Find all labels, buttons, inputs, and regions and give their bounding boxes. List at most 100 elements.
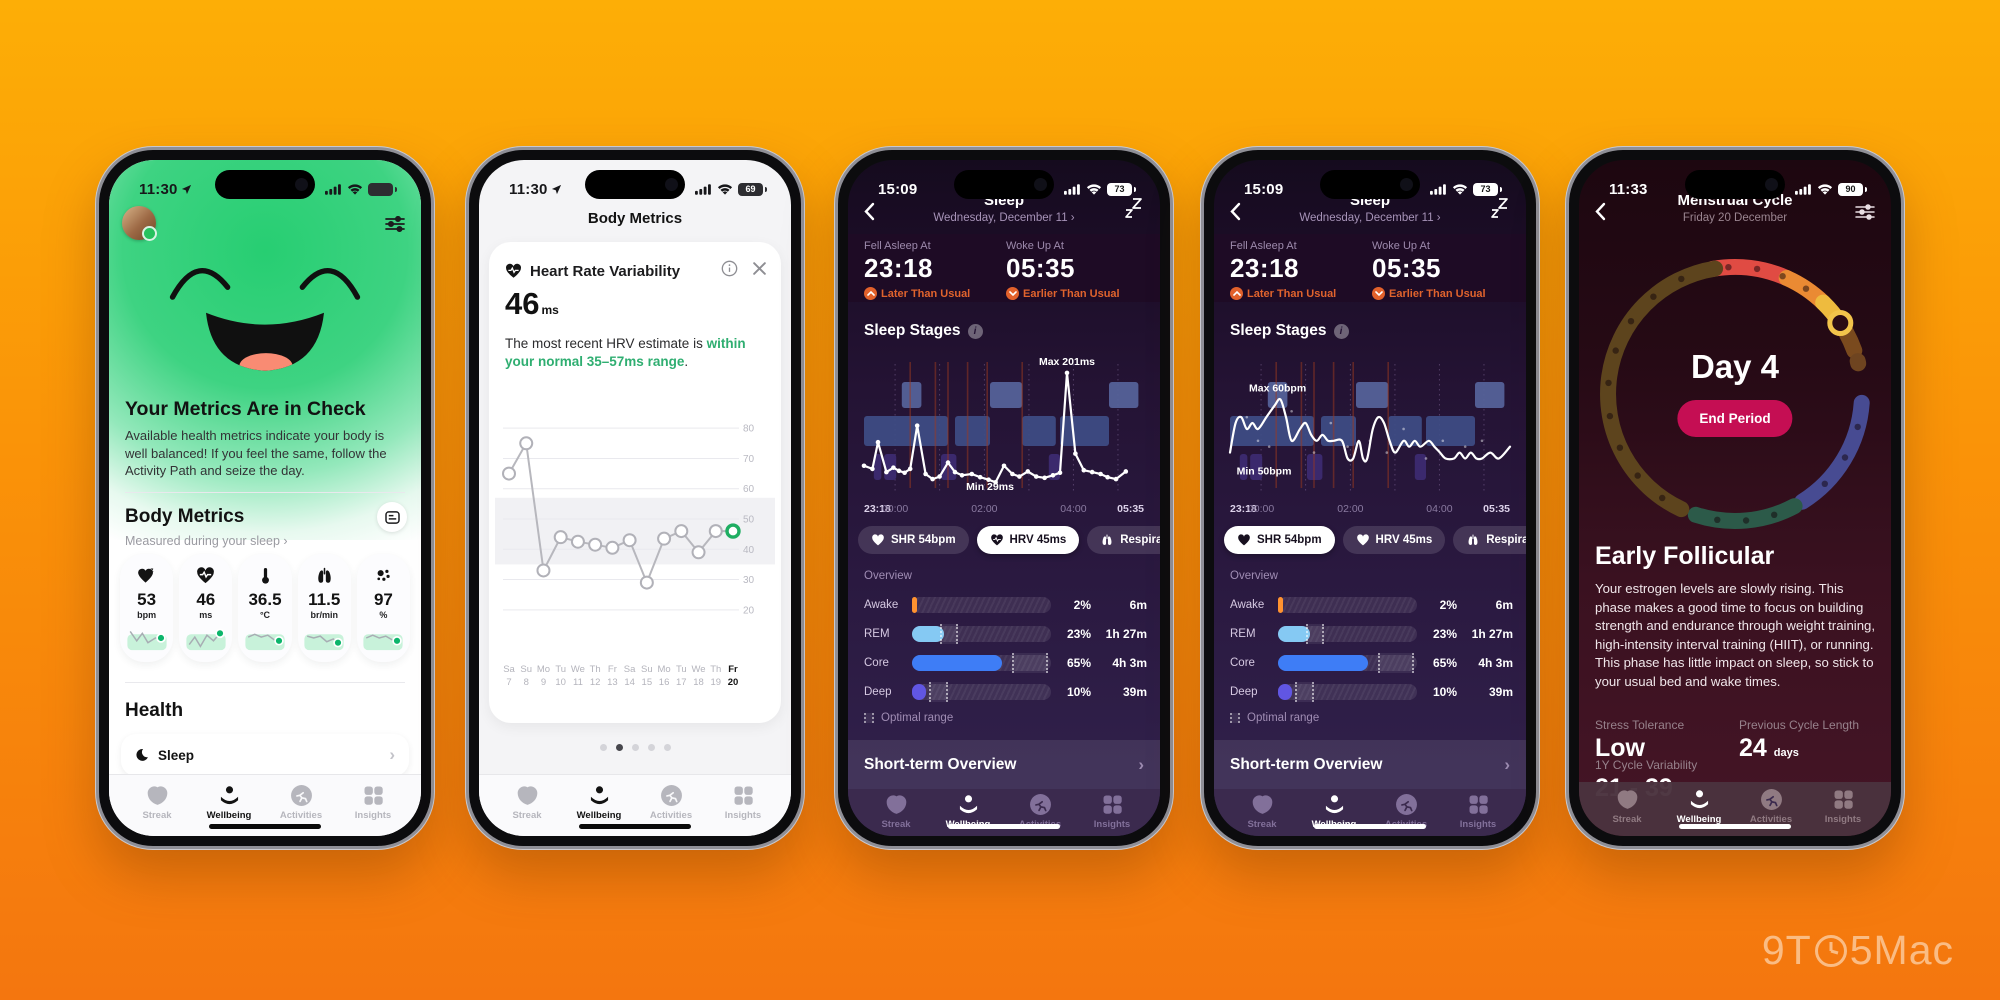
location-arrow-icon: [551, 184, 561, 194]
svg-text:8: 8: [524, 677, 529, 688]
short-term-overview-row[interactable]: Short-term Overview ›: [1214, 740, 1526, 789]
back-button[interactable]: [864, 202, 875, 226]
tab-activities[interactable]: Activities: [270, 784, 332, 821]
phone-hrv-detail: 11:30 69 Body Metrics Heart Rate Variabi…: [466, 147, 804, 849]
metric-pill-heart[interactable]: SHR 54bpm: [1224, 526, 1335, 554]
tab-insights[interactable]: Insights: [712, 784, 774, 821]
tab-streak[interactable]: Streak: [865, 793, 927, 830]
heart-icon: [871, 533, 885, 547]
metric-card-wrist-temperature[interactable]: 36.5 °C: [238, 554, 292, 662]
svg-text:Max 60bpm: Max 60bpm: [1249, 382, 1306, 394]
home-indicator[interactable]: [579, 824, 691, 829]
section-title-health: Health: [125, 700, 184, 721]
sleep-stage-row-awake: Awake 2% 6m: [864, 596, 1147, 613]
info-icon[interactable]: i: [967, 323, 983, 339]
mouth: [206, 312, 324, 371]
filters-icon[interactable]: [385, 215, 405, 237]
fell-asleep: Fell Asleep At 23:18 Later Than Usual: [1230, 240, 1337, 300]
nav-subtitle[interactable]: Wednesday, December 11 ›: [933, 212, 1075, 224]
insights-icon: [1467, 793, 1490, 816]
phase-title: Early Follicular: [1595, 542, 1775, 570]
phone-wellbeing-home: 11:30 Your Metrics Are in Check Avail: [96, 147, 434, 849]
cycle-ring-chart[interactable]: [1585, 244, 1885, 544]
close-icon[interactable]: [752, 261, 767, 281]
optimal-range-box: [1012, 652, 1049, 673]
back-button[interactable]: [1595, 202, 1606, 226]
tab-streak[interactable]: Streak: [1231, 793, 1293, 830]
page-dots[interactable]: [479, 744, 791, 751]
metric-pill-heart[interactable]: SHR 54bpm: [858, 526, 969, 554]
nav-subtitle[interactable]: Friday 20 December: [1682, 212, 1788, 224]
tab-insights[interactable]: Insights: [342, 784, 404, 821]
nav-subtitle[interactable]: Wednesday, December 11 ›: [1299, 212, 1441, 224]
optimal-range-box: [1305, 623, 1324, 644]
metric-sparkline: [245, 633, 285, 651]
insights-icon: [1101, 793, 1124, 816]
tab-activities[interactable]: Activities: [640, 784, 702, 821]
tab-insights[interactable]: Insights: [1812, 788, 1874, 825]
sleep-overview: Awake 2% 6m REM 23% 1h 27m Core 65% 4h 3m Deep 10%…: [864, 590, 1147, 706]
optimal-range-box: [1378, 652, 1415, 673]
fell-asleep: Fell Asleep At 23:18 Later Than Usual: [864, 240, 971, 300]
metric-pill-hrv[interactable]: HRV 45ms: [976, 526, 1080, 554]
insights-icon: [362, 784, 385, 807]
metric-card-respiratory-rate[interactable]: 11.5 br/min: [297, 554, 351, 662]
stage-bar: [1278, 652, 1417, 673]
wifi-icon: [347, 183, 363, 195]
wellbeing-icon: [1688, 788, 1711, 811]
streak-icon: [516, 784, 539, 807]
battery-icon: 73: [1107, 182, 1136, 196]
metric-pill-lungs[interactable]: Respiratory Rate: [1087, 526, 1160, 554]
tab-wellbeing[interactable]: Wellbeing: [568, 784, 630, 821]
sleep-row[interactable]: Sleep ›: [121, 734, 409, 776]
tab-streak[interactable]: Streak: [496, 784, 558, 821]
optimal-range-box: [939, 623, 958, 644]
home-indicator[interactable]: [948, 824, 1060, 829]
metric-card-heart-rate-variability[interactable]: 46 ms: [179, 554, 233, 662]
tab-wellbeing[interactable]: Wellbeing: [198, 784, 260, 821]
metric-sparkline: [126, 631, 167, 651]
activities-icon: [290, 784, 313, 807]
tab-activities[interactable]: Activities: [1740, 788, 1802, 825]
avatar[interactable]: [122, 206, 157, 241]
metric-card-sleeping-heart-rate[interactable]: z 53 bpm: [120, 554, 174, 662]
battery-icon: 90: [1838, 182, 1867, 196]
end-period-button[interactable]: End Period: [1677, 400, 1793, 437]
sleep-zzz-icon[interactable]: [1488, 196, 1510, 225]
svg-text:18: 18: [693, 677, 704, 688]
home-indicator[interactable]: [1314, 824, 1426, 829]
info-icon[interactable]: [721, 260, 738, 282]
activities-icon: [660, 784, 683, 807]
svg-text:Th: Th: [590, 664, 601, 675]
hrv-trend-chart[interactable]: 20 30 40 50 60 70 80 Sa 7 Su 8 Mo 9 Tu 10 We 11 Th 12 Fr 13 S…: [495, 380, 775, 710]
metric-pill-hrv[interactable]: HRV 45ms: [1342, 526, 1446, 554]
back-button[interactable]: [1230, 202, 1241, 226]
status-time: 11:30: [509, 180, 548, 198]
short-term-overview-row[interactable]: Short-term Overview ›: [848, 740, 1160, 789]
body-metrics-detail-button[interactable]: [377, 502, 407, 532]
section-subtitle[interactable]: Measured during your sleep ›: [125, 534, 288, 548]
metric-pill-lungs[interactable]: Respiratory Rate: [1453, 526, 1526, 554]
tab-insights[interactable]: Insights: [1447, 793, 1509, 830]
tab-streak[interactable]: Streak: [126, 784, 188, 821]
info-icon[interactable]: i: [1333, 323, 1349, 339]
svg-text:40: 40: [743, 545, 755, 556]
metric-card-blood-oxygen[interactable]: 97%: [356, 554, 411, 662]
tab-insights[interactable]: Insights: [1081, 793, 1143, 830]
svg-text:Sa: Sa: [503, 664, 515, 675]
svg-text:Min 29ms: Min 29ms: [966, 481, 1014, 493]
status-bar: 11:30 69: [479, 160, 791, 204]
home-indicator[interactable]: [1679, 824, 1791, 829]
tab-wellbeing[interactable]: Wellbeing: [1668, 788, 1730, 825]
home-indicator[interactable]: [209, 824, 321, 829]
sleep-zzz-icon[interactable]: [1122, 196, 1144, 225]
filters-icon[interactable]: [1855, 204, 1875, 225]
svg-text:00:00: 00:00: [882, 503, 908, 515]
stage-bar: [912, 681, 1051, 702]
wifi-icon: [1452, 183, 1468, 195]
overview-label: Overview: [1230, 570, 1278, 582]
chevron-right-icon: ›: [389, 745, 395, 764]
tab-streak[interactable]: Streak: [1596, 788, 1658, 825]
